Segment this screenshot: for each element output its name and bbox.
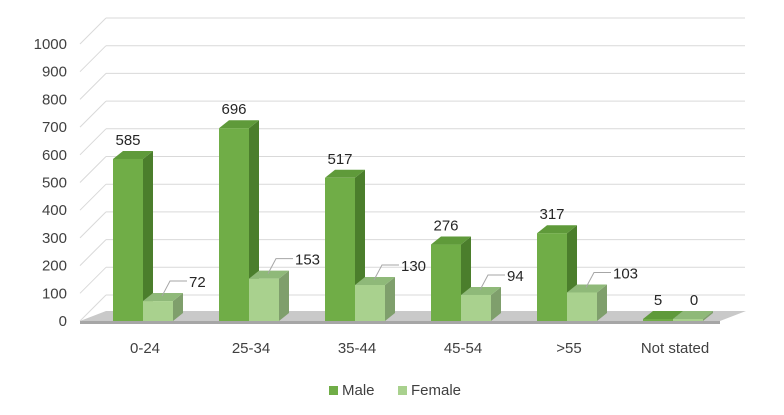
x-tick-label: Not stated [641, 340, 709, 357]
gridline-diagonal [79, 128, 107, 156]
y-axis-ticks: 0 100 200 300 400 500 600 700 800 900 1000 [34, 36, 67, 330]
data-label-male: 276 [433, 218, 458, 235]
data-labels: 585 72 696 153 517 130 276 94 317 103 5 0 [115, 101, 698, 309]
data-label-female: 72 [189, 274, 206, 291]
bar-female [673, 311, 713, 321]
legend-item-female: Female [398, 382, 461, 399]
bar-side [597, 284, 607, 321]
bar-front [113, 158, 143, 321]
bar-top [567, 284, 607, 293]
bars [113, 120, 713, 321]
y-tick-label: 900 [42, 64, 67, 81]
bar-female [567, 284, 607, 321]
data-label-male: 317 [539, 206, 564, 223]
bar-side [279, 270, 289, 321]
gridline-diagonal [79, 183, 107, 211]
gridline-diagonal [79, 156, 107, 183]
bar-front [567, 292, 597, 321]
legend-item-male: Male [329, 382, 375, 399]
x-axis-ticks: 0-24 25-34 35-44 45-54 >55 Not stated [130, 340, 709, 357]
bar-top [673, 311, 713, 319]
y-tick-label: 100 [42, 285, 67, 302]
y-tick-label: 0 [59, 313, 67, 330]
data-label-female: 153 [295, 252, 320, 269]
bar-front [325, 177, 355, 321]
bar-side [173, 293, 183, 321]
bar-top [219, 120, 259, 129]
y-tick-label: 600 [42, 147, 67, 164]
y-tick-label: 800 [42, 91, 67, 108]
x-tick-label: 35-44 [338, 340, 376, 357]
x-tick-label: 0-24 [130, 340, 160, 357]
bar-female [461, 286, 501, 321]
y-tick-label: 200 [42, 258, 67, 275]
x-tick-label: >55 [556, 340, 581, 357]
bar-top [643, 311, 683, 319]
gridline-diagonal [79, 17, 107, 45]
data-label-female: 0 [690, 292, 698, 309]
legend-swatch [329, 386, 338, 395]
bar-front [219, 128, 249, 321]
leader-line [479, 274, 505, 291]
y-tick-label: 400 [42, 202, 67, 219]
bar-side [491, 286, 501, 321]
leader-line [585, 271, 611, 288]
y-tick-label: 1000 [34, 36, 67, 53]
gridline-diagonal [79, 45, 107, 73]
gridline-diagonal [79, 73, 107, 100]
data-label-male: 696 [221, 101, 246, 118]
bar-front [537, 233, 567, 321]
bar-top [537, 225, 577, 234]
gridline-diagonal [79, 294, 107, 322]
bar-front [355, 284, 385, 321]
bar-female [143, 293, 183, 321]
data-label-male: 585 [115, 132, 140, 149]
legend-swatch [398, 386, 407, 395]
bar-male [113, 150, 153, 321]
data-label-female: 103 [613, 265, 638, 282]
gridline-diagonal [79, 211, 107, 239]
legend-label: Female [411, 382, 461, 399]
data-label-male: 517 [327, 151, 352, 168]
leader-line [373, 264, 399, 281]
bar-front [461, 294, 491, 321]
gridline-diagonal [79, 239, 107, 266]
gridline-diagonal [79, 266, 107, 294]
legend: Male Female [329, 382, 461, 399]
x-tick-label: 25-34 [232, 340, 270, 357]
data-label-male: 5 [654, 292, 662, 309]
bar-female [355, 276, 395, 321]
bar-side [385, 276, 395, 321]
x-tick-label: 45-54 [444, 340, 482, 357]
bar-top [461, 286, 501, 295]
gridline-diagonal [79, 100, 107, 128]
data-label-female: 130 [401, 258, 426, 275]
bar-side [703, 311, 713, 321]
bar-front [249, 278, 279, 321]
y-tick-label: 500 [42, 175, 67, 192]
leader-line [161, 280, 187, 297]
bar-front [431, 244, 461, 321]
bar-front [643, 319, 673, 321]
bar-top [355, 276, 395, 285]
bar-side [143, 150, 153, 321]
bar-top [113, 150, 153, 159]
y-tick-label: 300 [42, 230, 67, 247]
bar-top [143, 293, 183, 302]
legend-label: Male [342, 382, 375, 399]
bar-female [249, 270, 289, 321]
floor-edge [80, 321, 720, 324]
bar-front [673, 319, 703, 321]
bar-front [143, 301, 173, 321]
bar-top [325, 169, 365, 178]
y-tick-label: 700 [42, 119, 67, 136]
bar-male [219, 120, 259, 321]
bar-side [249, 120, 259, 321]
bar-top [431, 236, 471, 245]
gridlines [79, 17, 745, 322]
bar-top [249, 270, 289, 279]
data-label-female: 94 [507, 268, 524, 285]
leader-line [267, 258, 293, 274]
